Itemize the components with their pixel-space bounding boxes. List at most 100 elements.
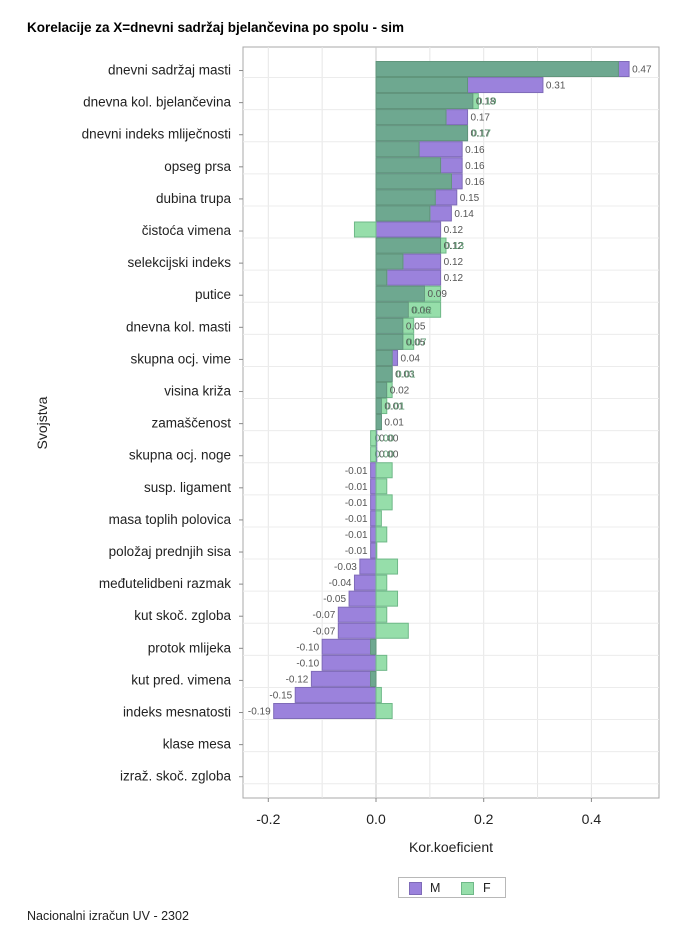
bar-m [375, 221, 442, 238]
y-tick-label: susp. ligament [144, 480, 231, 495]
bar-f [375, 622, 409, 639]
bar-f [375, 703, 393, 719]
value-label-m: -0.03 [334, 562, 357, 573]
value-label-f: 0.13 [445, 241, 465, 252]
y-tick-label: dnevna kol. masti [126, 319, 231, 334]
y-axis-title: Svojstva [34, 396, 50, 449]
bar-f [353, 221, 377, 238]
bar-overlap [375, 61, 619, 77]
x-tick-label: 0.2 [474, 811, 494, 827]
bar-f [370, 430, 377, 447]
bar-overlap [375, 366, 393, 382]
bar-m [310, 670, 377, 687]
legend: M F [398, 877, 506, 898]
bar-f [375, 494, 393, 511]
value-label-m: 0.00 [379, 450, 399, 461]
bar-f [375, 574, 388, 591]
value-label-m: 0.14 [454, 209, 474, 220]
legend-swatch-f [461, 882, 474, 895]
bar-overlap [375, 253, 404, 270]
y-tick-label: dubina trupa [156, 191, 232, 206]
bar-m [321, 654, 377, 671]
bar-f [375, 654, 388, 671]
bar-overlap [375, 382, 388, 398]
x-tick-label: -0.2 [256, 811, 280, 827]
value-labels: 0.470.310.180.190.170.170.170.160.160.16… [248, 65, 652, 718]
bar-m [348, 590, 377, 607]
y-tick-label: dnevni sadržaj masti [108, 63, 231, 78]
value-label-m: 0.05 [406, 321, 426, 332]
y-tick-label: čistoća vimena [142, 223, 232, 238]
bar-m [321, 638, 377, 655]
value-label-m: -0.15 [269, 690, 292, 701]
bar-overlap [375, 77, 468, 93]
bar-f [375, 526, 388, 543]
y-tick-label: skupna ocj. noge [129, 448, 231, 463]
y-tick-label: međutelidbeni razmak [99, 576, 231, 591]
value-label-m: 0.16 [465, 161, 485, 172]
value-label-f: 0.01 [385, 402, 405, 413]
value-label-m: -0.01 [345, 482, 368, 493]
value-label-m: 0.31 [546, 81, 566, 92]
bar-overlap [375, 189, 436, 206]
value-label-m: 0.06 [411, 305, 431, 316]
value-label-f: 0.12 [412, 305, 432, 316]
value-label-m: -0.01 [345, 466, 368, 477]
y-tick-label: dnevni indeks mliječnosti [82, 127, 231, 142]
bar-f [375, 606, 388, 623]
value-label-m: 0.03 [395, 369, 415, 380]
value-label-m: -0.04 [329, 578, 352, 589]
axes: dnevni sadržaj masti dnevna kol. bjelanče… [82, 63, 602, 827]
bar-overlap [375, 237, 442, 254]
bar-f [375, 510, 382, 527]
bar-m [337, 622, 377, 639]
bar-overlap [375, 125, 468, 142]
bar-overlap [375, 285, 425, 302]
value-label-m: 0.01 [384, 402, 404, 413]
value-label-m: 0.12 [444, 257, 464, 268]
y-tick-label: kut pred. vimena [131, 672, 231, 687]
bar-m [370, 526, 377, 543]
value-label-m: -0.12 [286, 674, 309, 685]
value-label-m: -0.19 [248, 707, 271, 718]
bar-m [370, 462, 377, 479]
value-label-f: 0.00 [375, 434, 395, 445]
y-tick-label: protok mlijeka [148, 640, 232, 655]
bar-m [370, 542, 377, 559]
y-tick-label: položaj prednjih sisa [109, 544, 232, 559]
legend-label-f: F [483, 881, 491, 895]
value-label-m: -0.01 [345, 514, 368, 525]
bar-f [375, 542, 378, 559]
bar-m [370, 510, 377, 527]
bar-overlap [375, 317, 404, 334]
value-label-f: 0.07 [407, 337, 427, 348]
y-tick-label: masa toplih polovica [109, 512, 232, 527]
bar-overlap [375, 349, 393, 366]
value-label-m: -0.10 [296, 658, 319, 669]
value-label-m: 0.01 [384, 418, 404, 429]
y-tick-label: selekcijski indeks [127, 255, 231, 270]
value-label-m: -0.01 [345, 530, 368, 541]
value-label-m: 0.16 [465, 177, 485, 188]
y-tick-label: opseg prsa [164, 159, 231, 174]
value-label-m: 0.12 [444, 273, 464, 284]
bar-overlap [375, 414, 382, 431]
y-tick-label: dnevna kol. bjelančevina [83, 95, 231, 110]
bar-m [353, 574, 377, 591]
bar-overlap [370, 671, 377, 687]
y-tick-label: skupna ocj. vime [130, 351, 231, 366]
bar-overlap [375, 269, 388, 286]
value-label-f: 0.17 [472, 129, 492, 140]
value-label-m: 0.12 [444, 225, 464, 236]
bar-f [375, 686, 382, 703]
value-label-m: -0.07 [313, 626, 336, 637]
y-tick-label: kut skoč. zgloba [134, 608, 231, 623]
y-tick-label: zamaščenost [151, 416, 231, 431]
value-label-m: 0.17 [471, 113, 491, 124]
y-tick-label: visina križa [164, 384, 231, 399]
bar-f [375, 478, 388, 495]
bar-overlap [375, 141, 420, 158]
value-label-m: 0.17 [471, 129, 491, 140]
bar-f [375, 462, 393, 479]
